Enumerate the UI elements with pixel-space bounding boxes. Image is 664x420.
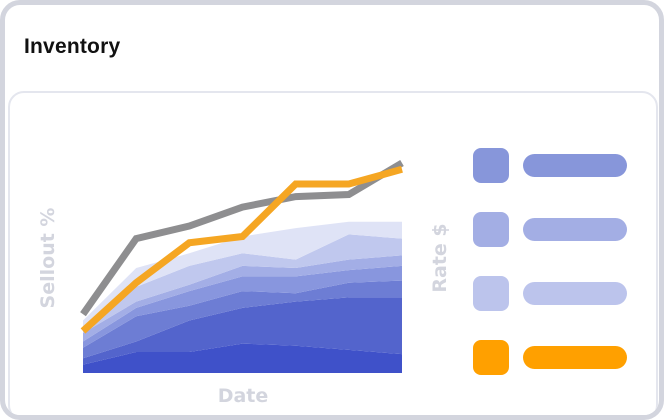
legend-swatch-3 [473, 276, 509, 311]
line-sellout [80, 159, 404, 317]
legend-label-placeholder-1 [523, 154, 627, 177]
chart-lines [80, 159, 404, 334]
legend-swatch-4 [473, 340, 509, 375]
x-axis-label: Date [218, 385, 269, 407]
area-band2 [83, 297, 402, 365]
legend-swatch-2 [473, 212, 509, 247]
line-rate [80, 165, 403, 334]
legend-label-placeholder-4 [523, 346, 627, 369]
area-band6 [83, 234, 402, 334]
y2-axis-label: Rate $ [429, 223, 451, 292]
legend-swatch-1 [473, 148, 509, 183]
area-band1 [83, 343, 402, 373]
area-band3 [83, 280, 402, 359]
inventory-chart: Date Sellout % Rate $ [37, 148, 627, 407]
legend-label-placeholder-3 [523, 282, 627, 305]
area-bands [83, 221, 402, 373]
y-axis-label: Sellout % [37, 208, 59, 309]
area-band4 [83, 265, 402, 348]
area-band5 [83, 255, 402, 342]
legend [473, 148, 627, 375]
legend-label-placeholder-2 [523, 218, 627, 241]
card-title: Inventory [24, 35, 121, 58]
